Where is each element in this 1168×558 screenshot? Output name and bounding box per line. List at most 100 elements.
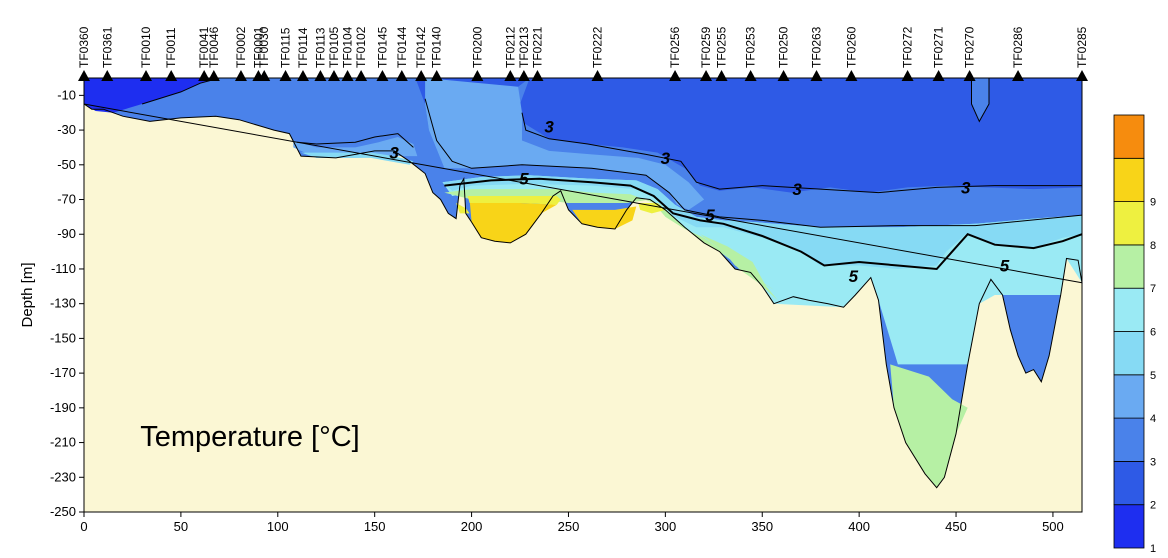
y-tick-label-0: -10	[57, 87, 76, 102]
station-marker-0	[78, 70, 90, 81]
station-label-29: TF0263	[810, 26, 824, 68]
temperature-band-7-8c	[467, 196, 561, 205]
colorbar-band-5	[1113, 287, 1145, 332]
y-tick-label-5: -110	[51, 261, 76, 276]
x-tick-label-2: 100	[267, 519, 289, 534]
x-tick-label-0: 0	[80, 519, 87, 534]
station-marker-34	[1012, 70, 1025, 81]
colorbar-band-9	[1113, 114, 1145, 159]
contour-label-4: 3	[792, 180, 802, 199]
station-marker-4	[198, 70, 211, 81]
y-tick-label-6: -130	[50, 296, 76, 311]
station-marker-15	[376, 70, 389, 81]
station-marker-17	[415, 70, 428, 81]
temperature-band-5-6c	[442, 175, 1082, 365]
y-tick-label-3: -70	[57, 192, 76, 207]
contour-label-5: 3	[961, 178, 971, 197]
y-axis-label: Depth [m]	[19, 262, 36, 327]
x-tick-label-4: 200	[461, 519, 483, 534]
station-label-2: TF0010	[139, 26, 153, 68]
temperature-band-6-7c-slope	[700, 234, 778, 301]
station-label-23: TF0222	[591, 26, 605, 68]
y-tick-label-9: -190	[50, 400, 76, 415]
station-label-15: TF0145	[375, 26, 389, 68]
y-tick-label-11: -230	[50, 469, 76, 484]
station-marker-1	[101, 70, 114, 81]
x-tick-label-9: 450	[945, 519, 967, 534]
station-label-27: TF0253	[744, 26, 758, 68]
contour-label-8: 5	[1000, 256, 1010, 275]
station-label-13: TF0104	[341, 26, 355, 68]
colorbar-label-5: 6	[1150, 327, 1156, 339]
y-tick-label-7: -150	[50, 330, 76, 345]
station-label-26: TF0255	[715, 26, 729, 68]
y-tick-label-2: -50	[57, 157, 76, 172]
temperature-band-6-7c-deep	[890, 364, 968, 488]
station-label-16: TF0144	[395, 26, 409, 68]
isotherm-3c	[521, 112, 1082, 194]
station-marker-14	[355, 70, 368, 81]
station-marker-32	[932, 70, 945, 81]
colorbar-band-0	[1113, 504, 1145, 549]
station-marker-30	[845, 70, 858, 81]
station-marker-19	[471, 70, 484, 81]
station-label-30: TF0260	[844, 26, 858, 68]
isotherm-2c-east	[971, 78, 990, 123]
station-label-22: TF0221	[530, 26, 544, 68]
station-marker-31	[901, 70, 914, 81]
colorbar-band-6	[1113, 244, 1145, 289]
station-label-11: TF0113	[313, 27, 327, 68]
station-label-24: TF0256	[668, 26, 682, 68]
contour-label-6: 5	[705, 206, 715, 225]
plot-frame	[83, 77, 1083, 513]
station-marker-13	[341, 70, 354, 81]
colorbar-band-4	[1113, 331, 1145, 376]
station-marker-6	[234, 70, 247, 81]
station-marker-11	[314, 70, 327, 81]
colorbar-label-3: 4	[1150, 413, 1156, 425]
station-marker-20	[504, 70, 517, 81]
station-marker-35	[1076, 70, 1088, 81]
colorbar-band-1	[1113, 460, 1145, 506]
temperature-band-4-5c-west	[301, 152, 414, 165]
station-label-28: TF0250	[777, 26, 791, 68]
station-label-3: TF0011	[164, 27, 178, 68]
station-label-14: TF0102	[354, 26, 368, 68]
y-tick-label-8: -170	[50, 365, 76, 380]
isotherm-4c	[424, 98, 1083, 228]
contour-label-0: 3	[389, 144, 399, 163]
station-marker-2	[140, 70, 153, 81]
station-marker-16	[395, 70, 408, 81]
colorbar-label-6: 7	[1150, 283, 1156, 295]
x-tick-label-6: 300	[655, 519, 677, 534]
contour-label-7: 5	[849, 267, 859, 286]
station-label-20: TF0212	[503, 26, 517, 68]
contour-label-3: 5	[519, 170, 529, 189]
colorbar-band-7	[1113, 201, 1145, 246]
contour-label-2: 3	[661, 149, 671, 168]
station-label-21: TF0213	[517, 26, 531, 68]
isotherm-5c	[444, 177, 1083, 271]
colorbar-label-1: 2	[1150, 500, 1156, 512]
station-label-1: TF0361	[100, 26, 114, 68]
y-tick-label-10: -210	[50, 435, 76, 450]
isotherm-3c-west	[297, 133, 414, 148]
seabed-outline	[83, 103, 1083, 489]
station-marker-27	[744, 70, 757, 81]
colorbar-band-3	[1113, 374, 1145, 419]
x-tick-label-3: 150	[364, 519, 386, 534]
station-label-25: TF0259	[699, 26, 713, 68]
y-tick-label-1: -30	[57, 122, 76, 137]
station-label-12: TF0105	[327, 26, 341, 68]
colorbar-label-7: 8	[1150, 240, 1156, 252]
station-marker-3	[165, 70, 178, 81]
station-marker-29	[810, 70, 823, 81]
temperature-band-7-8c-west	[456, 203, 470, 214]
chart-title: Temperature [°C]	[140, 421, 360, 453]
station-label-33: TF0270	[963, 26, 977, 68]
temperature-band-8-9c-east	[572, 206, 637, 229]
y-tick-label-4: -90	[57, 226, 76, 241]
station-label-9: TF0115	[279, 27, 293, 68]
station-marker-22	[531, 70, 544, 81]
